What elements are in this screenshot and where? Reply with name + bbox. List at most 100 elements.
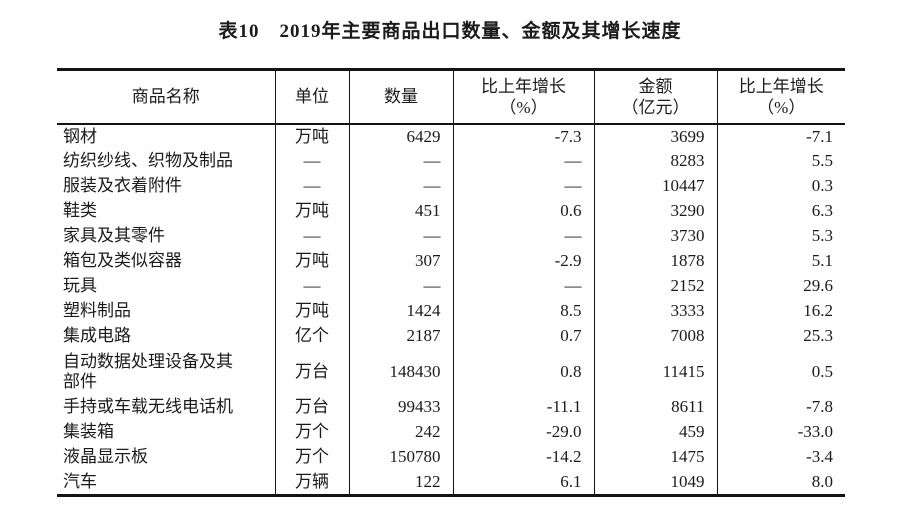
header-unit: 单位 <box>275 69 350 125</box>
table-cell: — <box>453 174 595 199</box>
table-cell: 万辆 <box>275 470 350 495</box>
table-cell: 451 <box>349 199 454 224</box>
table-title: 表10 2019年主要商品出口数量、金额及其增长速度 <box>218 21 682 42</box>
table-row: 家具及其零件 — — —3730 5.3 <box>57 224 845 249</box>
table-cell: 塑料制品 <box>57 299 276 324</box>
table-row: 箱包及类似容器 万吨 307 -2.9 1878 5.1 <box>57 249 845 274</box>
table-cell: -11.1 <box>453 395 595 420</box>
table-cell: -7.8 <box>806 397 833 417</box>
table-cell: 1475 <box>594 445 718 470</box>
table-cell: 16.2 <box>803 301 833 321</box>
table-cell: 11415 <box>594 349 718 395</box>
table-cell: — <box>275 224 350 249</box>
table-cell: 5.1 <box>811 251 833 271</box>
table-cell: 8611 <box>594 395 718 420</box>
table-cell: 汽车 <box>57 470 276 495</box>
header-value-growth: 比上年增长 （%） <box>717 69 845 125</box>
table-cell: 集装箱 <box>57 420 276 445</box>
table-cell: 箱包及类似容器 <box>57 249 276 274</box>
table-cell: 8283 <box>594 149 718 174</box>
table-cell: 8.5 <box>453 299 595 324</box>
table-cell: 0.3 <box>811 176 833 196</box>
table-cell: 万台 <box>275 395 350 420</box>
table-cell: 148430 <box>349 349 454 395</box>
table-cell: 459 <box>594 420 718 445</box>
table-cell: 服装及衣着附件 <box>57 174 276 199</box>
table-cell: 29.6 <box>803 276 833 296</box>
table-cell: 家具及其零件 <box>57 224 276 249</box>
table-cell: -7.1 <box>806 126 833 146</box>
table-cell: — <box>349 149 454 174</box>
table-cell: 2187 <box>349 324 454 349</box>
header-row: 商品名称 单位 数量 比上年增长 （%） 金额 （亿元） 比上年增长 （%） <box>57 69 845 125</box>
table-cell: 0.8 <box>453 349 595 395</box>
table-cell: 万个 <box>275 445 350 470</box>
table-cell: 鞋类 <box>57 199 276 224</box>
table-cell: 自动数据处理设备及其 部件 <box>57 349 276 395</box>
table-cell: 1424 <box>349 299 454 324</box>
table-row: 汽车 万辆 122 6.1 1049 8.0 <box>57 470 845 495</box>
table-cell: 6.3 <box>811 201 833 221</box>
table-cell: 万个 <box>275 420 350 445</box>
table-header: 商品名称 单位 数量 比上年增长 （%） 金额 （亿元） 比上年增长 （%） <box>57 69 845 125</box>
table-cell: 25.3 <box>803 326 833 346</box>
table-cell: 钢材 <box>57 124 276 149</box>
table-cell: 6.1 <box>453 470 595 495</box>
table-cell: 万吨 <box>275 249 350 274</box>
table-row: 服装及衣着附件 — — —10447 0.3 <box>57 174 845 199</box>
table-cell: 10447 <box>594 174 718 199</box>
table-cell: 万吨 <box>275 124 350 149</box>
header-quantity-growth: 比上年增长 （%） <box>453 69 595 125</box>
table-cell: -2.9 <box>453 249 595 274</box>
table-cell: — <box>275 174 350 199</box>
table-cell: 8.0 <box>811 471 833 491</box>
table-cell: 1049 <box>594 470 718 495</box>
table-row: 鞋类 万吨 451 0.6 3290 6.3 <box>57 199 845 224</box>
table-cell: 纺织纱线、织物及制品 <box>57 149 276 174</box>
table-cell: — <box>275 149 350 174</box>
header-commodity-name: 商品名称 <box>57 69 276 125</box>
table-cell: 5.3 <box>811 226 833 246</box>
table-row: 液晶显示板 万个 150780 -14.2 1475 -3.4 <box>57 445 845 470</box>
header-quantity: 数量 <box>349 69 454 125</box>
table-cell: 万台 <box>275 349 350 395</box>
table-row: 玩具 — — —2152 29.6 <box>57 274 845 299</box>
table-cell: 亿个 <box>275 324 350 349</box>
table-row: 纺织纱线、织物及制品 — — —8283 5.5 <box>57 149 845 174</box>
table-cell: -14.2 <box>453 445 595 470</box>
table-cell: — <box>453 274 595 299</box>
table-cell: 手持或车载无线电话机 <box>57 395 276 420</box>
table-cell: 1878 <box>594 249 718 274</box>
table-body: 钢材 万吨 6429 -7.3 3699 -7.1 纺织纱线、织物及制品 — — —8283 5.5… <box>57 124 845 495</box>
table-cell: 集成电路 <box>57 324 276 349</box>
table-cell: 7008 <box>594 324 718 349</box>
table-cell: 3699 <box>594 124 718 149</box>
table-cell: 122 <box>349 470 454 495</box>
table-row: 钢材 万吨 6429 -7.3 3699 -7.1 <box>57 124 845 149</box>
table-cell: — <box>453 224 595 249</box>
table-cell: 5.5 <box>811 151 833 171</box>
table-cell: -33.0 <box>797 422 833 442</box>
table-cell: 0.6 <box>453 199 595 224</box>
table-cell: 万吨 <box>275 299 350 324</box>
table-cell: — <box>349 174 454 199</box>
table-cell: 2152 <box>594 274 718 299</box>
table-row: 集装箱 万个 242 -29.0 459 -33.0 <box>57 420 845 445</box>
table-cell: 3333 <box>594 299 718 324</box>
table-row: 塑料制品 万吨 1424 8.5 3333 16.2 <box>57 299 845 324</box>
table-cell: 307 <box>349 249 454 274</box>
export-statistics-table: 商品名称 单位 数量 比上年增长 （%） 金额 （亿元） 比上年增长 （%） 钢… <box>57 68 845 497</box>
table-row: 手持或车载无线电话机 万台 99433 -11.1 8611 -7.8 <box>57 395 845 420</box>
table-cell: 242 <box>349 420 454 445</box>
table-row: 集成电路 亿个 2187 0.7 7008 25.3 <box>57 324 845 349</box>
table-cell: 万吨 <box>275 199 350 224</box>
table-cell: 6429 <box>349 124 454 149</box>
table-cell: -3.4 <box>806 447 833 467</box>
table-cell: — <box>275 274 350 299</box>
table-cell: 0.5 <box>811 361 833 381</box>
table-row: 自动数据处理设备及其 部件 万台 148430 0.8 11415 0.5 <box>57 349 845 395</box>
header-value: 金额 （亿元） <box>594 69 718 125</box>
table-cell: 3730 <box>594 224 718 249</box>
table-cell: — <box>349 274 454 299</box>
